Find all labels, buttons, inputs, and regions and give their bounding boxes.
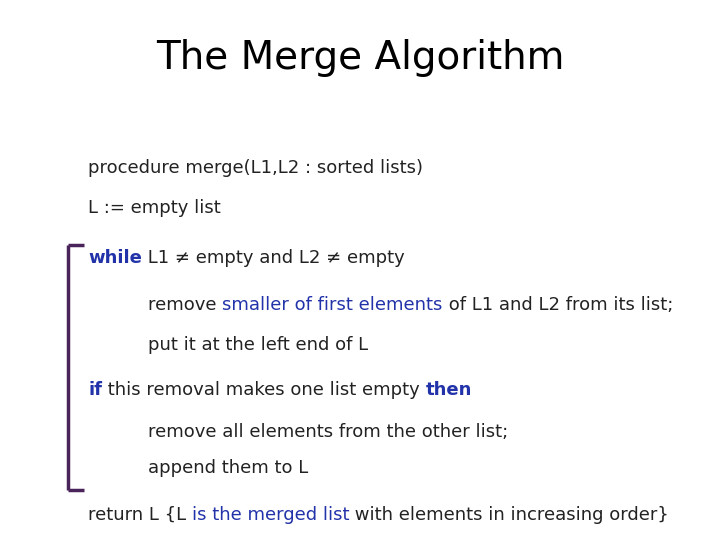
Text: put it at the left end of L: put it at the left end of L [148, 336, 368, 354]
Text: while: while [88, 249, 142, 267]
Text: return L {L: return L {L [88, 506, 192, 524]
Text: this removal makes one list empty: this removal makes one list empty [102, 381, 426, 399]
Text: with elements in increasing order}: with elements in increasing order} [349, 506, 669, 524]
Text: L1 ≠ empty and L2 ≠ empty: L1 ≠ empty and L2 ≠ empty [142, 249, 405, 267]
Text: procedure merge(L1,L2 : sorted lists): procedure merge(L1,L2 : sorted lists) [88, 159, 423, 177]
Text: remove all elements from the other list;: remove all elements from the other list; [148, 423, 508, 441]
Text: if: if [88, 381, 102, 399]
Text: L := empty list: L := empty list [88, 199, 221, 217]
Text: The Merge Algorithm: The Merge Algorithm [156, 39, 564, 77]
Text: smaller of first elements: smaller of first elements [222, 296, 443, 314]
Text: of L1 and L2 from its list;: of L1 and L2 from its list; [443, 296, 673, 314]
Text: remove: remove [148, 296, 222, 314]
Text: append them to L: append them to L [148, 459, 308, 477]
Text: is the merged list: is the merged list [192, 506, 349, 524]
Text: then: then [426, 381, 472, 399]
